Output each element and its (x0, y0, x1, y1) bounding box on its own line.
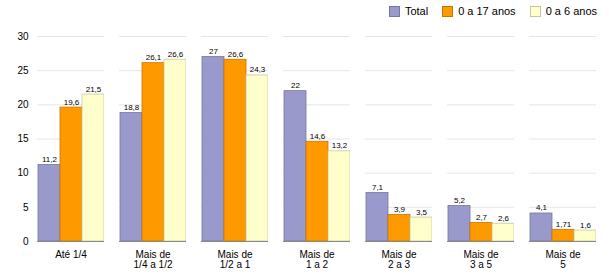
svg-text:19,6: 19,6 (64, 98, 80, 107)
svg-text:26,6: 26,6 (228, 50, 244, 59)
svg-text:2,7: 2,7 (476, 213, 488, 222)
svg-text:5: 5 (23, 202, 29, 213)
html-text:0 a 17 anos: 0 a 17 anos (458, 5, 516, 17)
svg-text:Mais de1/2 a 1: Mais de1/2 a 1 (217, 249, 252, 270)
svg-text:1,6: 1,6 (580, 221, 592, 230)
svg-text:26,6: 26,6 (168, 50, 184, 59)
html-text:0 a 6 anos: 0 a 6 anos (545, 5, 597, 17)
svg-text:Mais de5: Mais de5 (545, 249, 580, 270)
svg-text:22: 22 (291, 81, 300, 90)
svg-text:14,6: 14,6 (310, 132, 326, 141)
svg-text:7,1: 7,1 (372, 183, 384, 192)
svg-text:24,3: 24,3 (250, 65, 266, 74)
html-text:Total: Total (404, 5, 429, 17)
svg-text:0: 0 (23, 236, 29, 247)
svg-text:Até 1/4: Até 1/4 (55, 249, 87, 260)
svg-text:5,2: 5,2 (454, 196, 466, 205)
svg-text:15: 15 (17, 133, 29, 144)
svg-text:1,71: 1,71 (556, 220, 572, 229)
svg-text:2,6: 2,6 (498, 214, 510, 223)
svg-text:27: 27 (209, 47, 218, 56)
svg-text:30: 30 (17, 31, 29, 42)
svg-text:Mais de1 a 2: Mais de1 a 2 (299, 249, 334, 270)
svg-text:Mais de1/4 a 1/2: Mais de1/4 a 1/2 (134, 249, 173, 270)
svg-text:4,1: 4,1 (536, 203, 548, 212)
svg-text:3,9: 3,9 (394, 205, 406, 214)
svg-text:18,8: 18,8 (124, 103, 140, 112)
svg-text:11,2: 11,2 (42, 155, 58, 164)
svg-text:Mais de3 a 5: Mais de3 a 5 (463, 249, 498, 270)
svg-text:20: 20 (17, 99, 29, 110)
svg-text:Mais de2 a 3: Mais de2 a 3 (381, 249, 416, 270)
svg-text:26,1: 26,1 (146, 53, 162, 62)
svg-text:21,5: 21,5 (86, 85, 102, 94)
svg-text:13,2: 13,2 (332, 141, 348, 150)
svg-text:25: 25 (17, 65, 29, 76)
svg-text:3,5: 3,5 (416, 208, 428, 217)
svg-text:10: 10 (17, 167, 29, 178)
